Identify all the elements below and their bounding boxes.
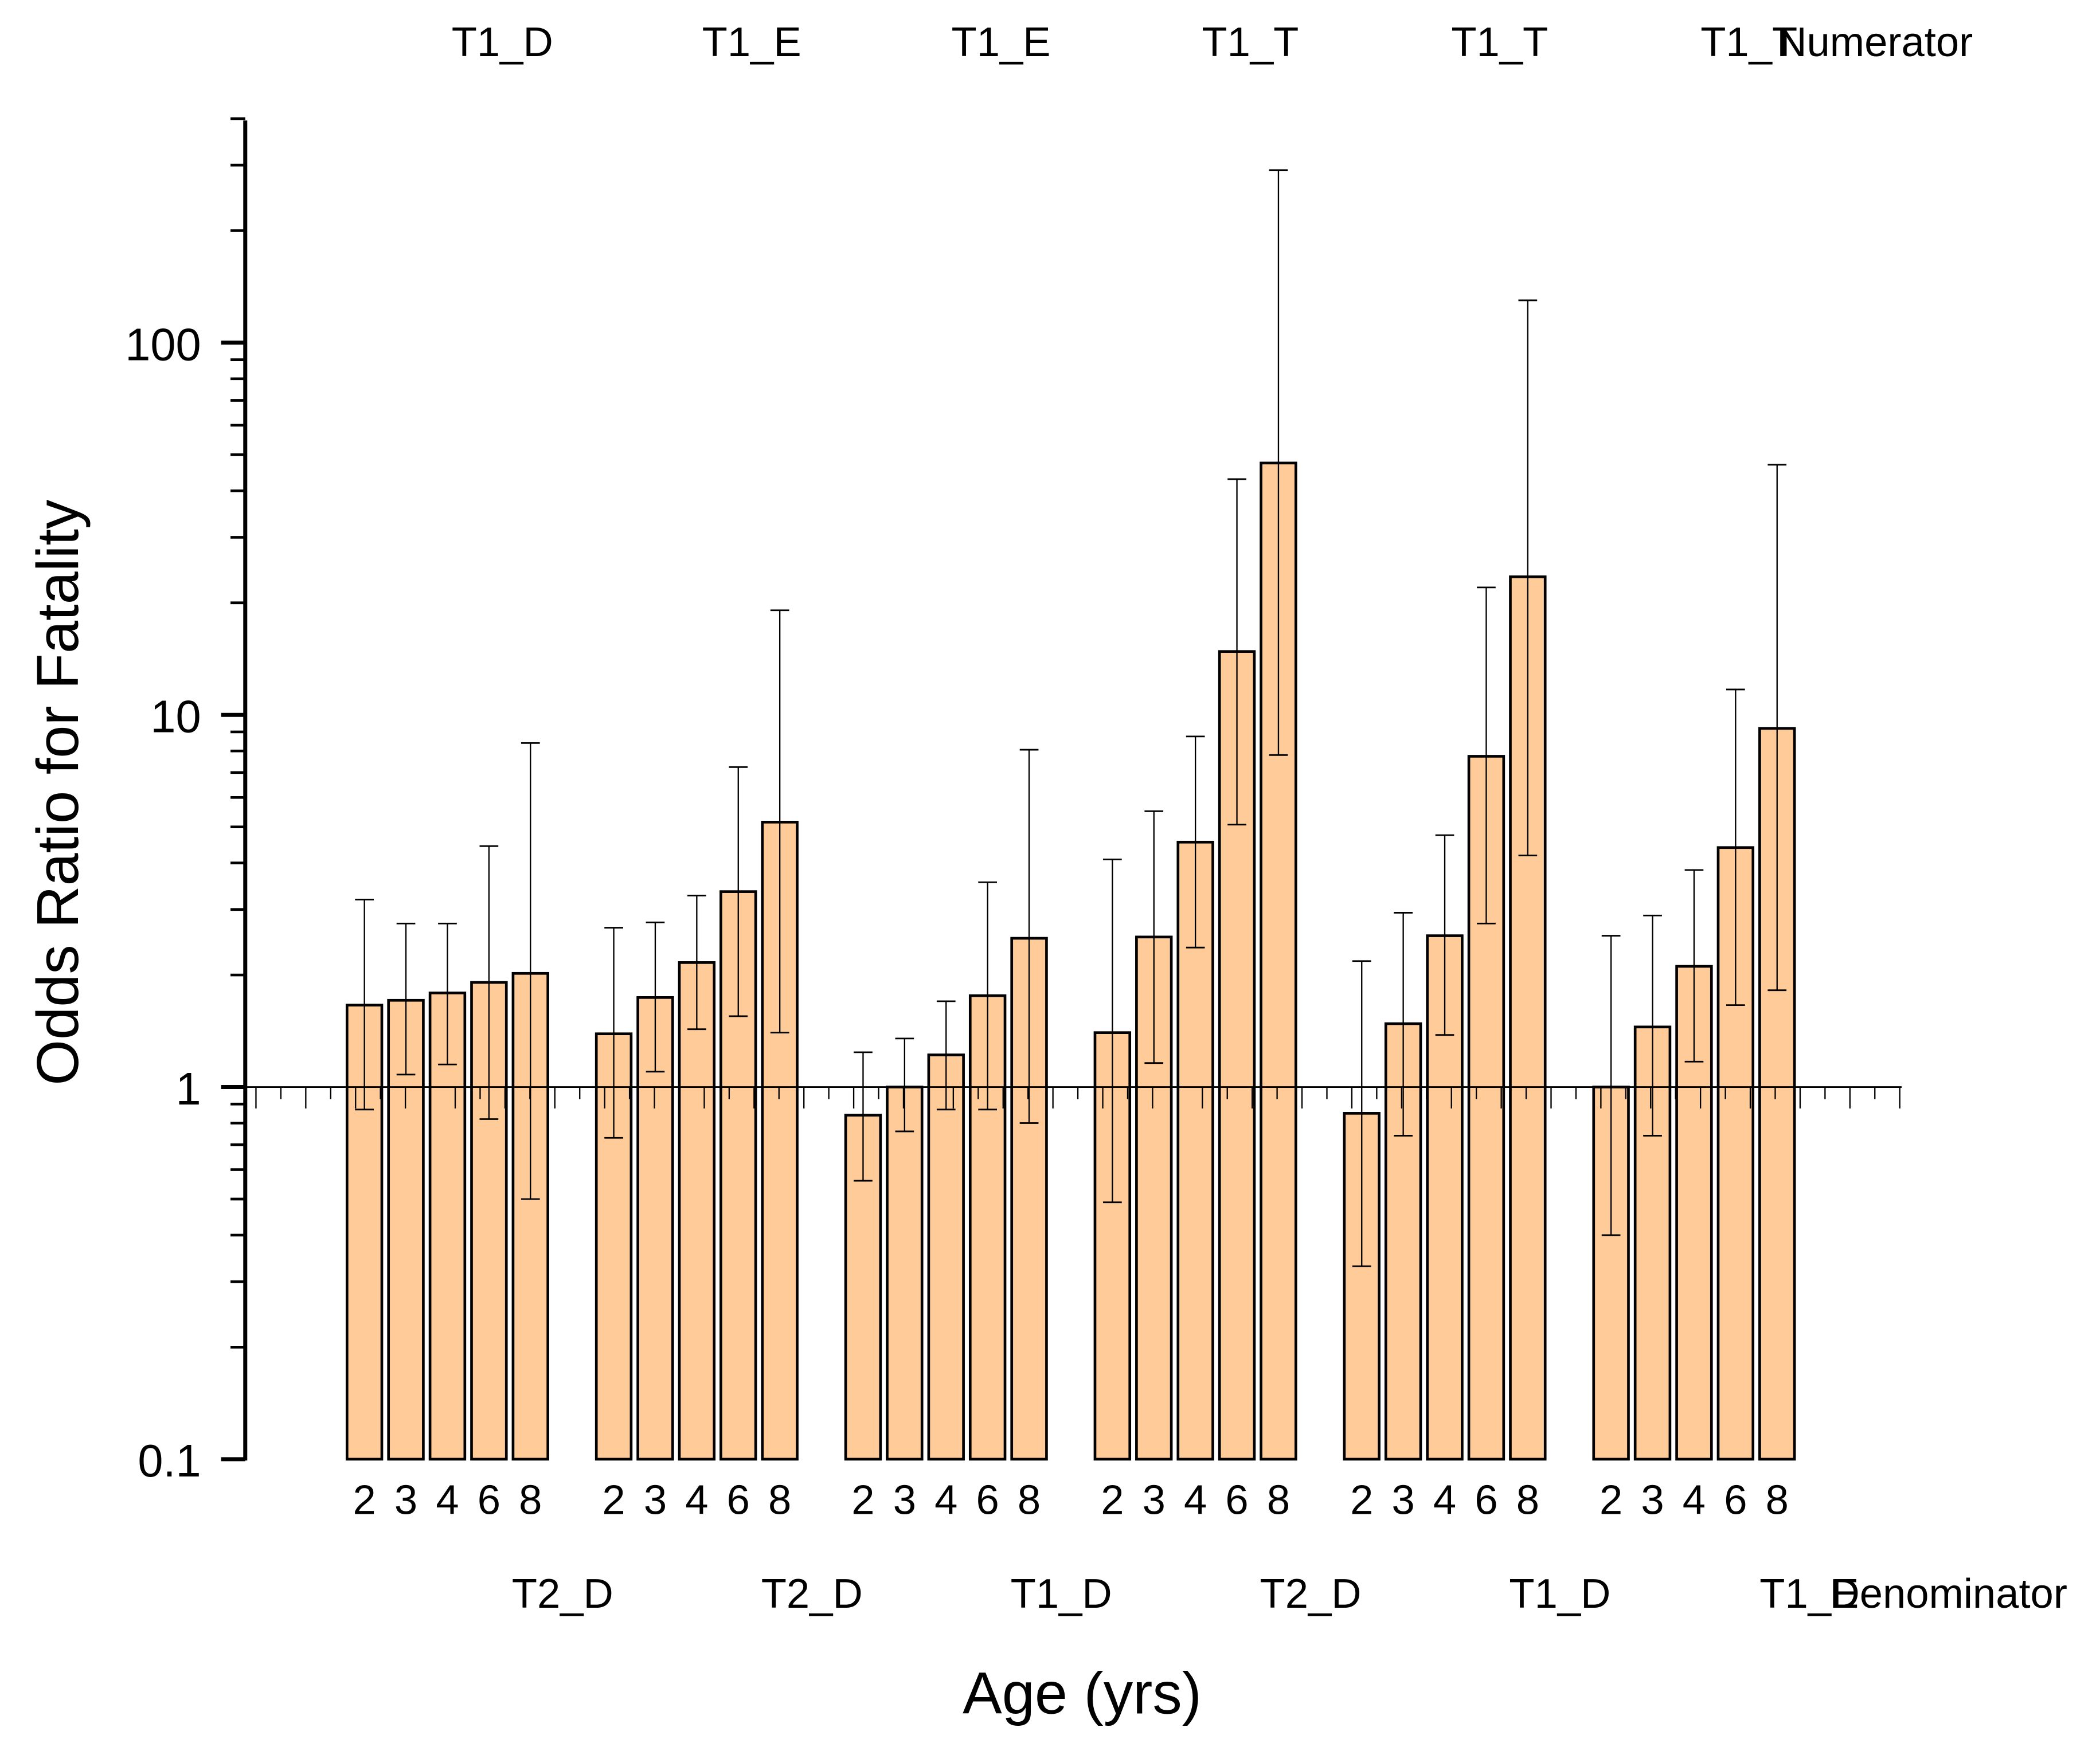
- x-tick-label: 3: [1143, 1477, 1166, 1523]
- bar: [636, 996, 674, 1461]
- numerator-label: T1_E: [702, 19, 801, 65]
- x-tick-label: 8: [1766, 1477, 1789, 1523]
- x-tick-label: 8: [768, 1477, 791, 1523]
- x-tick-label: 3: [893, 1477, 916, 1523]
- numerator-label: T1_T: [1202, 19, 1299, 65]
- x-tick-label: 3: [644, 1477, 667, 1523]
- x-tick-label: 8: [519, 1477, 542, 1523]
- numerator-title: Numerator: [1777, 19, 1973, 65]
- denominator-label: T2_D: [1260, 1570, 1361, 1617]
- bar: [927, 1053, 965, 1461]
- x-tick-label: 2: [1101, 1477, 1124, 1523]
- x-tick-label: 2: [602, 1477, 625, 1523]
- denominator-label: T1_D: [1509, 1570, 1610, 1617]
- x-tick-label: 6: [478, 1477, 500, 1523]
- denominator-label: T2_D: [761, 1570, 863, 1617]
- x-tick-label: 2: [1600, 1477, 1622, 1523]
- x-tick-label: 2: [851, 1477, 874, 1523]
- x-tick-label: 6: [727, 1477, 750, 1523]
- numerator-label: T1_E: [952, 19, 1051, 65]
- x-tick-label: 3: [394, 1477, 417, 1523]
- bar: [428, 992, 467, 1461]
- denominator-title: Denominator: [1829, 1570, 2067, 1617]
- y-axis-label: Odds Ratio for Fatality: [25, 499, 91, 1086]
- x-tick-label: 2: [353, 1477, 376, 1523]
- numerator-label: T1_D: [452, 19, 553, 65]
- x-tick-label: 6: [1225, 1477, 1248, 1523]
- x-tick-label: 4: [685, 1477, 708, 1523]
- x-tick-label: 3: [1392, 1477, 1415, 1523]
- x-tick-label: 4: [1184, 1477, 1207, 1523]
- denominator-label: T2_D: [512, 1570, 613, 1617]
- x-tick-label: 4: [1433, 1477, 1456, 1523]
- x-tick-label: 8: [1267, 1477, 1290, 1523]
- x-tick-label: 4: [436, 1477, 459, 1523]
- x-axis-label: Age (yrs): [963, 1660, 1202, 1726]
- bars-layer: [345, 169, 1796, 1461]
- y-tick-label: 0.1: [138, 1435, 201, 1486]
- numerator-label: T1_T: [1700, 19, 1797, 65]
- denominator-label: T1_E: [1759, 1570, 1859, 1617]
- x-tick-label: 4: [934, 1477, 957, 1523]
- bar: [678, 961, 716, 1461]
- x-tick-label: 6: [976, 1477, 999, 1523]
- x-tick-label: 4: [1683, 1477, 1706, 1523]
- x-tick-label: 6: [1724, 1477, 1747, 1523]
- y-tick-label: 1: [176, 1063, 201, 1114]
- axes-layer: 2 3 4 6 8T1_DT2_D2 3 4 6 8T1_ET2_D2 3 4 6 8T1_ET1_D2…: [125, 19, 1902, 1617]
- x-tick-label: 6: [1475, 1477, 1497, 1523]
- x-tick-label: 3: [1641, 1477, 1664, 1523]
- y-tick-label: 10: [150, 691, 201, 742]
- numerator-label: T1_T: [1451, 19, 1548, 65]
- x-tick-label: 8: [1018, 1477, 1041, 1523]
- x-tick-label: 8: [1516, 1477, 1539, 1523]
- denominator-label: T1_D: [1011, 1570, 1112, 1617]
- y-tick-label: 100: [125, 319, 201, 370]
- x-tick-label: 2: [1350, 1477, 1373, 1523]
- bar: [886, 1086, 924, 1461]
